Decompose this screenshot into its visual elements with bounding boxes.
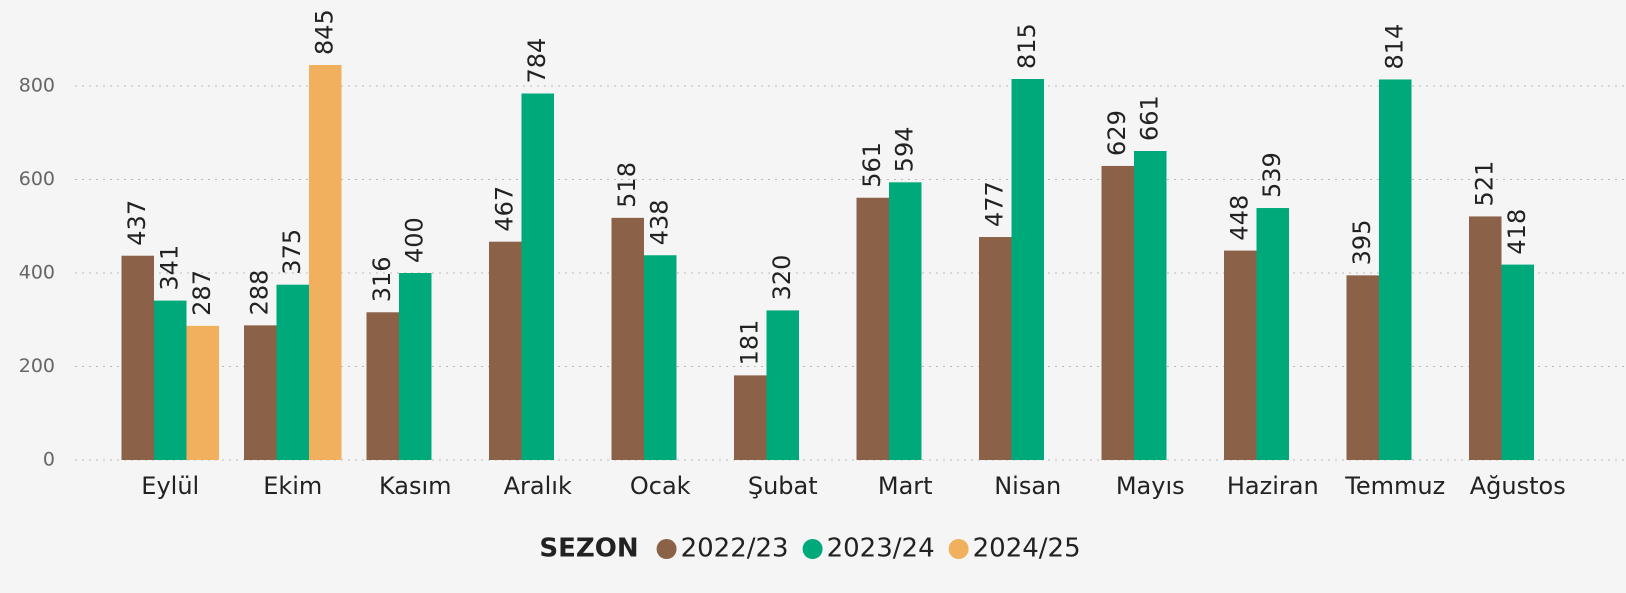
value-label: 661	[1135, 95, 1163, 141]
y-tick-label: 600	[19, 168, 55, 190]
x-tick-label: Eylül	[141, 472, 199, 500]
bar	[611, 217, 644, 460]
legend-title: SEZON	[539, 534, 638, 564]
value-label: 561	[858, 142, 886, 188]
value-label: 181	[735, 320, 763, 366]
value-label: 814	[1380, 24, 1408, 70]
bar	[1101, 165, 1134, 460]
value-label: 320	[768, 255, 796, 301]
x-tick-label: Temmuz	[1344, 472, 1445, 500]
bar	[1224, 250, 1257, 460]
value-label: 448	[1225, 195, 1253, 241]
y-tick-label: 0	[43, 449, 55, 471]
x-tick-label: Mart	[878, 472, 933, 500]
value-label: 594	[890, 127, 918, 173]
bar	[856, 197, 889, 460]
x-tick-label: Ekim	[263, 472, 322, 500]
bar	[979, 237, 1012, 460]
legend-label: 2022/23	[681, 534, 789, 564]
value-label: 341	[155, 245, 183, 291]
legend-marker	[948, 539, 969, 559]
bar	[366, 312, 399, 460]
value-label: 815	[1013, 23, 1041, 69]
legend-marker	[656, 539, 677, 559]
legend-marker	[802, 539, 823, 559]
value-label: 438	[645, 199, 673, 245]
bar	[399, 273, 432, 460]
value-label: 287	[188, 270, 216, 316]
x-tick-label: Haziran	[1227, 472, 1319, 500]
bar	[766, 310, 799, 460]
y-tick-label: 800	[19, 75, 55, 97]
bar	[1346, 275, 1379, 460]
bar	[734, 375, 767, 460]
bar	[1379, 79, 1412, 460]
x-tick-label: Mayıs	[1116, 472, 1185, 500]
value-label: 288	[245, 270, 273, 316]
legend-label: 2024/25	[973, 534, 1081, 564]
value-label: 467	[490, 186, 518, 232]
value-label: 400	[400, 217, 428, 263]
bar	[154, 300, 187, 460]
x-tick-label: Ocak	[630, 472, 691, 500]
value-label: 316	[368, 256, 396, 302]
bar	[186, 325, 219, 460]
value-label: 629	[1103, 110, 1131, 156]
y-tick-label: 400	[19, 262, 55, 284]
value-label: 375	[278, 229, 306, 275]
bar	[1501, 264, 1534, 460]
x-tick-label: Ağustos	[1470, 472, 1566, 500]
value-label: 418	[1503, 209, 1531, 255]
bar	[889, 182, 922, 460]
bar	[644, 255, 677, 460]
value-label: 518	[613, 162, 641, 208]
value-label: 521	[1470, 161, 1498, 207]
bar	[121, 255, 154, 460]
y-tick-label: 200	[19, 355, 55, 377]
bar	[1469, 216, 1502, 460]
bar	[1011, 79, 1044, 461]
x-tick-label: Nisan	[994, 472, 1061, 500]
bar	[1256, 208, 1289, 460]
x-tick-label: Kasım	[379, 472, 452, 500]
bar	[1134, 150, 1167, 460]
legend-label: 2023/24	[827, 534, 935, 564]
x-tick-label: Şubat	[748, 472, 818, 500]
value-label: 845	[310, 9, 338, 55]
value-label: 477	[980, 181, 1008, 227]
value-label: 437	[123, 200, 151, 246]
value-label: 784	[523, 38, 551, 84]
bar	[489, 241, 522, 460]
x-tick-label: Aralık	[504, 472, 572, 500]
value-label: 395	[1348, 220, 1376, 266]
bar	[309, 64, 342, 460]
value-label: 539	[1258, 152, 1286, 198]
bar	[521, 93, 554, 460]
bar	[276, 284, 309, 460]
bar	[244, 325, 277, 460]
